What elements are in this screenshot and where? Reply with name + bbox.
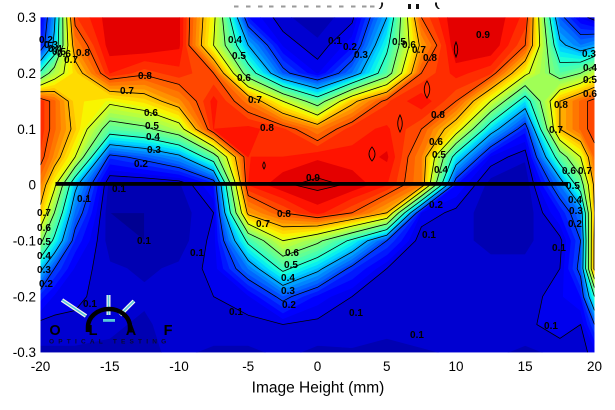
- svg-text:0.8: 0.8: [138, 71, 152, 82]
- svg-text:0.1: 0.1: [552, 243, 566, 254]
- svg-text:0.4: 0.4: [434, 165, 448, 176]
- svg-text:0.3: 0.3: [354, 50, 368, 61]
- svg-text:OPTICAL TESTING: OPTICAL TESTING: [49, 339, 170, 346]
- svg-text:0.7: 0.7: [37, 208, 51, 219]
- svg-text:0.8: 0.8: [277, 209, 291, 220]
- svg-text:0.6: 0.6: [583, 89, 597, 100]
- svg-text:0.1: 0.1: [77, 194, 91, 205]
- svg-text:0.7: 0.7: [578, 166, 592, 177]
- svg-text:0.6: 0.6: [285, 248, 299, 259]
- svg-text:0.2: 0.2: [343, 42, 357, 53]
- svg-text:0.3: 0.3: [582, 49, 596, 60]
- svg-text:-10: -10: [169, 359, 189, 374]
- svg-text:0.7: 0.7: [120, 86, 134, 97]
- svg-text:0.3: 0.3: [44, 40, 58, 51]
- svg-text:0.7: 0.7: [248, 95, 262, 106]
- svg-text:F: F: [164, 323, 173, 339]
- svg-text:0.1: 0.1: [112, 184, 126, 195]
- svg-text:0.7: 0.7: [256, 219, 270, 230]
- svg-text:A: A: [126, 323, 137, 339]
- svg-text:-15: -15: [100, 359, 120, 374]
- svg-text:0.4: 0.4: [146, 132, 160, 143]
- svg-text:0.2: 0.2: [568, 219, 582, 230]
- svg-text:-5: -5: [242, 359, 254, 374]
- svg-text:0.8: 0.8: [260, 123, 274, 134]
- svg-text:0.5: 0.5: [392, 37, 406, 48]
- svg-text:0.8: 0.8: [76, 48, 90, 59]
- svg-text:0.3: 0.3: [37, 265, 51, 276]
- svg-text:15: 15: [518, 359, 533, 374]
- svg-text:0.1: 0.1: [229, 307, 243, 318]
- svg-text:0.5: 0.5: [284, 260, 298, 271]
- svg-text:0.7: 0.7: [64, 55, 78, 66]
- svg-text:0.2: 0.2: [282, 300, 296, 311]
- svg-text:0.5: 0.5: [583, 75, 597, 86]
- svg-text:0.6: 0.6: [562, 166, 576, 177]
- svg-text:-0.2: -0.2: [13, 289, 36, 304]
- svg-text:0.3: 0.3: [17, 10, 36, 25]
- svg-text:0.2: 0.2: [429, 200, 443, 211]
- svg-text:0.1: 0.1: [137, 236, 151, 247]
- svg-text:0.2: 0.2: [134, 159, 148, 170]
- svg-text:0.8: 0.8: [431, 110, 445, 121]
- svg-text:-20: -20: [31, 359, 51, 374]
- svg-text:0.3: 0.3: [569, 206, 583, 217]
- svg-text:10: 10: [448, 359, 463, 374]
- svg-text:0.1: 0.1: [422, 230, 436, 241]
- svg-text:0.3: 0.3: [281, 286, 295, 297]
- svg-text:0: 0: [28, 178, 36, 193]
- svg-text:0.5: 0.5: [432, 150, 446, 161]
- svg-text:0.4: 0.4: [281, 273, 295, 284]
- svg-text:0.1: 0.1: [83, 299, 97, 310]
- svg-text:20: 20: [587, 359, 602, 374]
- svg-text:0.1: 0.1: [328, 36, 342, 47]
- svg-text:0.6: 0.6: [429, 137, 443, 148]
- svg-text:5: 5: [383, 359, 391, 374]
- svg-text:0.1: 0.1: [190, 248, 204, 259]
- svg-text:0.1: 0.1: [544, 321, 558, 332]
- svg-text:0.4: 0.4: [48, 44, 62, 55]
- svg-text:0.6: 0.6: [37, 223, 51, 234]
- svg-text:0.8: 0.8: [423, 53, 437, 64]
- svg-text:0.1: 0.1: [17, 122, 36, 137]
- svg-text:-0.1: -0.1: [13, 233, 36, 248]
- svg-text:0.5: 0.5: [566, 181, 580, 192]
- svg-text:0.5: 0.5: [145, 121, 159, 132]
- svg-text:0.1: 0.1: [410, 330, 424, 341]
- svg-text:0.7: 0.7: [549, 125, 563, 136]
- svg-text:0.8: 0.8: [554, 100, 568, 111]
- svg-text:O: O: [49, 323, 60, 339]
- svg-text:0.4: 0.4: [583, 63, 597, 74]
- svg-text:0.7: 0.7: [412, 45, 426, 56]
- svg-text:0.4: 0.4: [37, 251, 51, 262]
- svg-text:0.5: 0.5: [37, 237, 51, 248]
- svg-text:0.6: 0.6: [144, 108, 158, 119]
- svg-text:0.1: 0.1: [349, 308, 363, 319]
- svg-text:Image Height (mm): Image Height (mm): [252, 380, 385, 397]
- svg-text:0.9: 0.9: [476, 30, 490, 41]
- svg-text:0.4: 0.4: [228, 35, 242, 46]
- svg-text:0.2: 0.2: [39, 35, 53, 46]
- svg-text:0.6: 0.6: [402, 40, 416, 51]
- svg-text:0.5: 0.5: [52, 47, 66, 58]
- svg-text:0.6: 0.6: [57, 49, 71, 60]
- svg-text:L: L: [89, 323, 98, 339]
- svg-text:0.3: 0.3: [147, 145, 161, 156]
- svg-text:0.5: 0.5: [232, 51, 246, 62]
- svg-text:0.2: 0.2: [39, 279, 53, 290]
- svg-text:0.9: 0.9: [306, 173, 320, 184]
- svg-text:0.4: 0.4: [568, 195, 582, 206]
- svg-text:0: 0: [314, 359, 322, 374]
- svg-text:0.2: 0.2: [17, 66, 36, 81]
- svg-text:-0.3: -0.3: [13, 345, 36, 360]
- svg-text:0.6: 0.6: [237, 73, 251, 84]
